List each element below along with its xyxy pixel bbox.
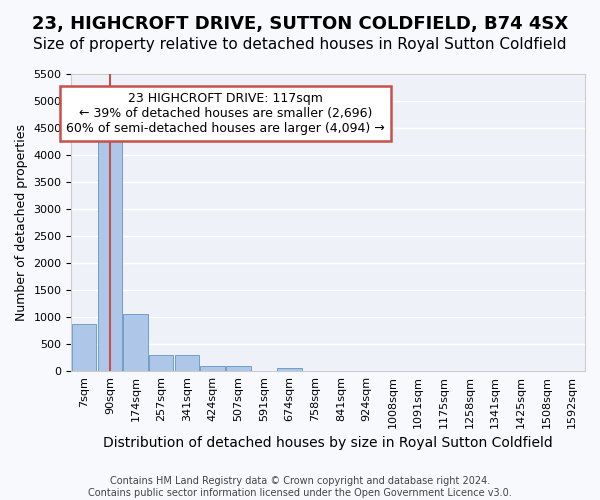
Bar: [124, 314, 148, 371]
Y-axis label: Number of detached properties: Number of detached properties: [15, 124, 28, 321]
Text: 23 HIGHCROFT DRIVE: 117sqm
← 39% of detached houses are smaller (2,696)
60% of s: 23 HIGHCROFT DRIVE: 117sqm ← 39% of deta…: [66, 92, 385, 135]
Text: Size of property relative to detached houses in Royal Sutton Coldfield: Size of property relative to detached ho…: [33, 38, 567, 52]
Bar: [226, 366, 251, 371]
Bar: [200, 366, 225, 371]
Text: Contains HM Land Registry data © Crown copyright and database right 2024.
Contai: Contains HM Land Registry data © Crown c…: [88, 476, 512, 498]
Bar: [72, 324, 97, 371]
Bar: [149, 355, 173, 371]
Bar: [277, 368, 302, 371]
Bar: [175, 356, 199, 371]
Bar: [98, 124, 122, 371]
Text: 23, HIGHCROFT DRIVE, SUTTON COLDFIELD, B74 4SX: 23, HIGHCROFT DRIVE, SUTTON COLDFIELD, B…: [32, 15, 568, 33]
X-axis label: Distribution of detached houses by size in Royal Sutton Coldfield: Distribution of detached houses by size …: [103, 436, 553, 450]
